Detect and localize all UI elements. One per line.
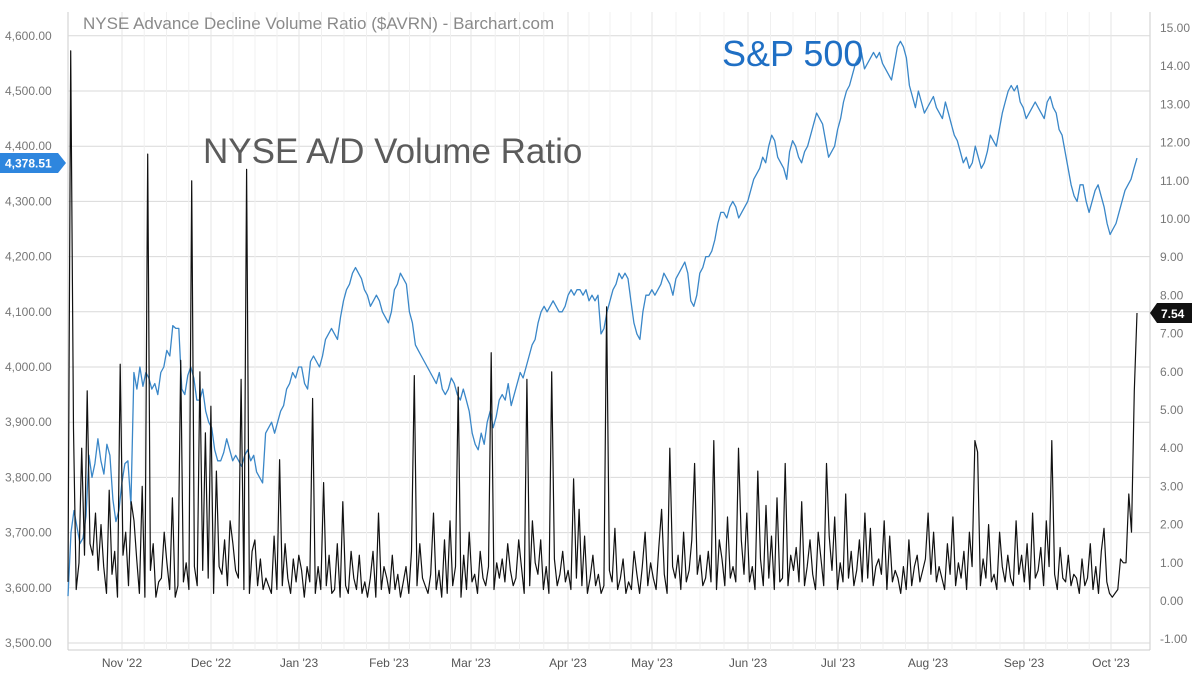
left-tick-label: 4,100.00 bbox=[5, 305, 52, 319]
x-tick-label: Jan '23 bbox=[280, 656, 319, 670]
right-tick-label: -1.00 bbox=[1160, 632, 1188, 646]
x-tick-label: Nov '22 bbox=[102, 656, 143, 670]
chart-title: NYSE Advance Decline Volume Ratio ($AVRN… bbox=[83, 14, 554, 33]
x-tick-label: Dec '22 bbox=[191, 656, 232, 670]
x-tick-label: Feb '23 bbox=[369, 656, 409, 670]
ratio-last-value: 7.54 bbox=[1161, 307, 1185, 321]
x-axis: Nov '22 Dec '22 Jan '23 Feb '23 Mar '23 Apr '… bbox=[102, 656, 1130, 670]
x-tick-label: Aug '23 bbox=[908, 656, 949, 670]
x-tick-label: Apr '23 bbox=[549, 656, 587, 670]
right-tick-label: 0.00 bbox=[1160, 594, 1184, 608]
right-tick-label: 14.00 bbox=[1160, 59, 1190, 73]
series-layer bbox=[67, 40, 1138, 598]
left-tick-label: 4,500.00 bbox=[5, 84, 52, 98]
right-tick-label: 15.00 bbox=[1160, 21, 1190, 35]
right-tick-label: 11.00 bbox=[1160, 174, 1189, 188]
ad-ratio-annotation: NYSE A/D Volume Ratio bbox=[203, 132, 582, 171]
sp500-line bbox=[67, 40, 1138, 597]
right-tick-label: 1.00 bbox=[1160, 556, 1184, 570]
sp500-badge-shape bbox=[0, 153, 66, 173]
right-tick-label: 2.00 bbox=[1160, 518, 1184, 532]
right-tick-label: 12.00 bbox=[1160, 136, 1190, 150]
left-axis: 4,600.00 4,500.00 4,400.00 4,300.00 4,200.00… bbox=[5, 29, 52, 650]
ratio-last-value-badge: 7.54 bbox=[1150, 303, 1192, 323]
x-tick-label: Jun '23 bbox=[729, 656, 768, 670]
left-tick-label: 4,000.00 bbox=[5, 360, 52, 374]
left-tick-label: 3,900.00 bbox=[5, 415, 52, 429]
ad-ratio-line bbox=[67, 50, 1138, 598]
sp500-last-value-badge: 4,378.51 bbox=[0, 153, 66, 173]
left-tick-label: 3,800.00 bbox=[5, 470, 52, 484]
right-tick-label: 7.00 bbox=[1160, 327, 1184, 341]
x-tick-label: Oct '23 bbox=[1092, 656, 1130, 670]
right-tick-label: 5.00 bbox=[1160, 403, 1184, 417]
right-tick-label: 6.00 bbox=[1160, 365, 1184, 379]
sp500-last-value: 4,378.51 bbox=[5, 157, 52, 171]
right-tick-label: 13.00 bbox=[1160, 97, 1190, 111]
sp500-annotation: S&P 500 bbox=[722, 33, 863, 74]
right-tick-label: 3.00 bbox=[1160, 479, 1184, 493]
left-tick-label: 3,700.00 bbox=[5, 526, 52, 540]
right-axis: 15.00 14.00 13.00 12.00 11.00 10.00 9.00 8.00 7.… bbox=[1160, 21, 1190, 646]
ratio-badge-shape bbox=[1150, 303, 1192, 323]
x-tick-label: Jul '23 bbox=[821, 656, 856, 670]
x-tick-label: Sep '23 bbox=[1004, 656, 1045, 670]
left-tick-label: 3,500.00 bbox=[5, 636, 52, 650]
right-tick-label: 10.00 bbox=[1160, 212, 1190, 226]
x-tick-label: Mar '23 bbox=[451, 656, 491, 670]
left-tick-label: 4,600.00 bbox=[5, 29, 52, 43]
left-tick-label: 4,200.00 bbox=[5, 250, 52, 264]
left-tick-label: 4,300.00 bbox=[5, 194, 52, 208]
left-tick-label: 4,400.00 bbox=[5, 139, 52, 153]
right-tick-label: 9.00 bbox=[1160, 250, 1184, 264]
right-tick-label: 8.00 bbox=[1160, 288, 1184, 302]
left-tick-label: 3,600.00 bbox=[5, 581, 52, 595]
right-tick-label: 4.00 bbox=[1160, 441, 1184, 455]
x-tick-label: May '23 bbox=[631, 656, 673, 670]
